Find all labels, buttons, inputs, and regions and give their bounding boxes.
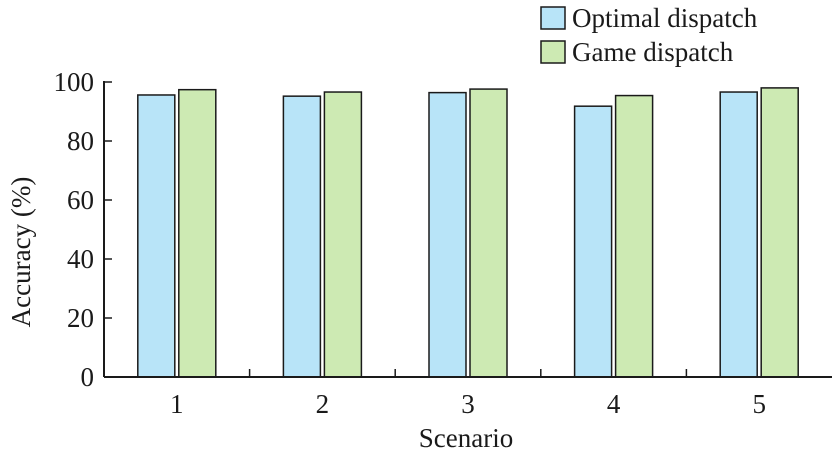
- legend: Optimal dispatch Game dispatch: [540, 3, 758, 67]
- bars-layer: [137, 87, 799, 378]
- bar-optimal-scenario-1: [137, 94, 176, 378]
- legend-label-optimal: Optimal dispatch: [572, 3, 758, 33]
- bar-optimal-scenario-2: [282, 95, 322, 378]
- x-axis-title: Scenario: [419, 423, 513, 453]
- x-tick-label: 1: [170, 389, 184, 419]
- y-tick-label: 20: [67, 303, 94, 333]
- x-tick-label: 2: [316, 389, 330, 419]
- x-tick-label: 3: [461, 389, 475, 419]
- bar-game-scenario-2: [323, 91, 363, 378]
- x-tick-label: 4: [607, 389, 621, 419]
- y-tick-label: 40: [67, 244, 94, 274]
- ticks-layer: 0 20 40 60 80 100 1 2 3 4 5: [54, 67, 766, 419]
- bar-optimal-scenario-3: [428, 91, 467, 378]
- y-tick-label: 100: [54, 67, 95, 97]
- x-tick-label: 5: [752, 389, 766, 419]
- bar-game-scenario-5: [760, 87, 799, 378]
- y-tick-label: 80: [67, 126, 94, 156]
- y-tick-label: 60: [67, 185, 94, 215]
- bar-optimal-scenario-5: [719, 91, 758, 378]
- bar-optimal-scenario-4: [573, 105, 613, 378]
- legend-swatch-optimal: [540, 6, 566, 30]
- legend-swatch-game: [540, 40, 566, 64]
- bar-game-scenario-3: [469, 88, 508, 378]
- axes-layer: [103, 81, 832, 378]
- y-tick-label: 0: [81, 362, 95, 392]
- legend-label-game: Game dispatch: [572, 37, 734, 67]
- bar-game-scenario-4: [614, 94, 654, 378]
- bar-game-scenario-1: [178, 88, 217, 378]
- y-axis-title: Accuracy (%): [6, 177, 36, 328]
